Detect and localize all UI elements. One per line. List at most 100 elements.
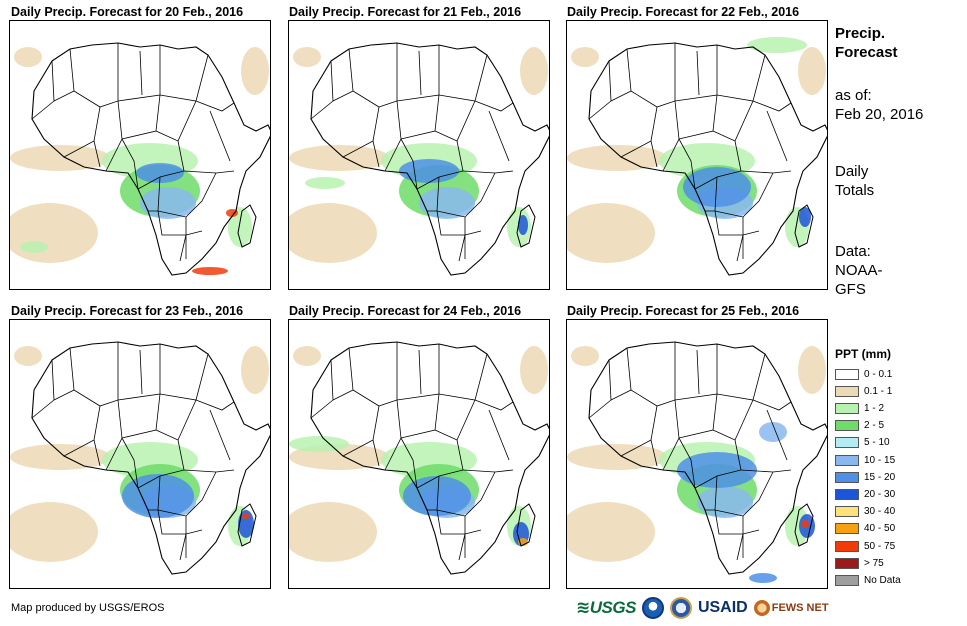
data-source-block: Data: NOAA- GFS [835, 242, 883, 299]
country-border [678, 94, 718, 140]
precip-area [289, 502, 377, 562]
country-border [416, 140, 464, 190]
country-border [183, 469, 235, 473]
country-border [610, 48, 632, 102]
legend-item: 20 - 30 [835, 487, 895, 501]
country-border [736, 234, 744, 262]
precip-area [122, 474, 194, 518]
country-border [73, 43, 119, 108]
country-border [588, 60, 612, 120]
country-border [117, 45, 161, 102]
noaa-logo [641, 597, 664, 619]
country-border [139, 50, 143, 96]
precip-area [571, 346, 599, 366]
country-border [714, 471, 774, 517]
precip-area [567, 444, 667, 470]
product-title: Precip. Forecast [835, 24, 898, 62]
legend-label: No Data [864, 574, 901, 586]
country-border [716, 353, 766, 401]
precip-area [683, 167, 751, 207]
country-border [209, 110, 231, 162]
nasa-usgs-seal-icon [669, 597, 692, 619]
as-of-block: as of: Feb 20, 2016 [835, 86, 923, 124]
country-border [766, 409, 788, 461]
precip-area [241, 47, 269, 95]
legend-swatch [835, 506, 859, 518]
country-border [678, 437, 696, 489]
africa-map [289, 341, 549, 575]
country-border [352, 43, 398, 108]
country-border [93, 439, 101, 467]
data-label: Data: [835, 243, 871, 260]
precip-area [798, 47, 826, 95]
country-border [650, 140, 658, 168]
precip-area [242, 513, 250, 519]
madagascar-outline [237, 204, 257, 248]
precip-area [677, 452, 757, 488]
legend-label: 0.1 - 1 [864, 385, 893, 397]
country-border [696, 349, 700, 395]
country-border [740, 170, 792, 174]
precip-area [759, 422, 787, 442]
country-border [310, 359, 334, 419]
africa-map [567, 37, 827, 276]
country-border [416, 439, 464, 489]
fews-net-logo-text: FEWS NET [771, 602, 829, 614]
country-border [458, 234, 466, 262]
precip-area [289, 436, 349, 452]
usaid-logo: USAID [697, 599, 748, 616]
country-border [678, 138, 696, 190]
coastline [31, 42, 270, 276]
country-border [434, 399, 476, 441]
precip-area [10, 444, 110, 470]
precip-area [571, 47, 599, 67]
legend-label: 0 - 0.1 [864, 368, 893, 380]
country-border [694, 439, 742, 489]
country-border [418, 50, 422, 96]
legend-title: PPT (mm) [835, 347, 892, 361]
country-border [736, 533, 744, 561]
country-border [195, 399, 235, 411]
country-border [488, 110, 510, 162]
precip-area [14, 346, 42, 366]
country-border [650, 439, 658, 467]
country-border [696, 50, 700, 96]
legend-item: 1 - 2 [835, 401, 884, 415]
country-border [157, 172, 217, 218]
legend-label: 20 - 30 [864, 488, 896, 500]
map-panel-20feb [9, 20, 271, 290]
map-panel-25feb [566, 319, 828, 589]
country-border [396, 45, 440, 102]
legend-swatch [835, 420, 859, 432]
totals-block: Daily Totals [835, 162, 874, 200]
country-border [438, 353, 488, 401]
country-border [137, 140, 185, 190]
country-border [157, 210, 203, 236]
country-border [121, 393, 161, 439]
country-border [694, 140, 742, 190]
coastline [310, 42, 549, 276]
country-border [183, 170, 235, 174]
country-border [53, 48, 75, 102]
africa-map [10, 42, 270, 276]
product-title-line2: Forecast [835, 44, 898, 61]
country-border [137, 439, 185, 489]
madagascar-outline [516, 204, 536, 248]
country-border [714, 509, 760, 535]
country-border [332, 48, 354, 102]
legend-item: > 75 [835, 556, 884, 570]
legend-label: 40 - 50 [864, 523, 896, 535]
country-border [400, 138, 418, 190]
madagascar-outline [794, 503, 814, 547]
country-border [31, 60, 55, 120]
precip-area [293, 47, 321, 67]
country-border [712, 100, 754, 142]
country-border [73, 342, 119, 407]
country-border [400, 94, 440, 140]
africa-map [567, 341, 827, 583]
fews-globe-icon [753, 600, 770, 616]
country-border [630, 342, 676, 407]
country-border [674, 344, 718, 401]
country-border [714, 210, 760, 236]
country-border [436, 509, 482, 535]
